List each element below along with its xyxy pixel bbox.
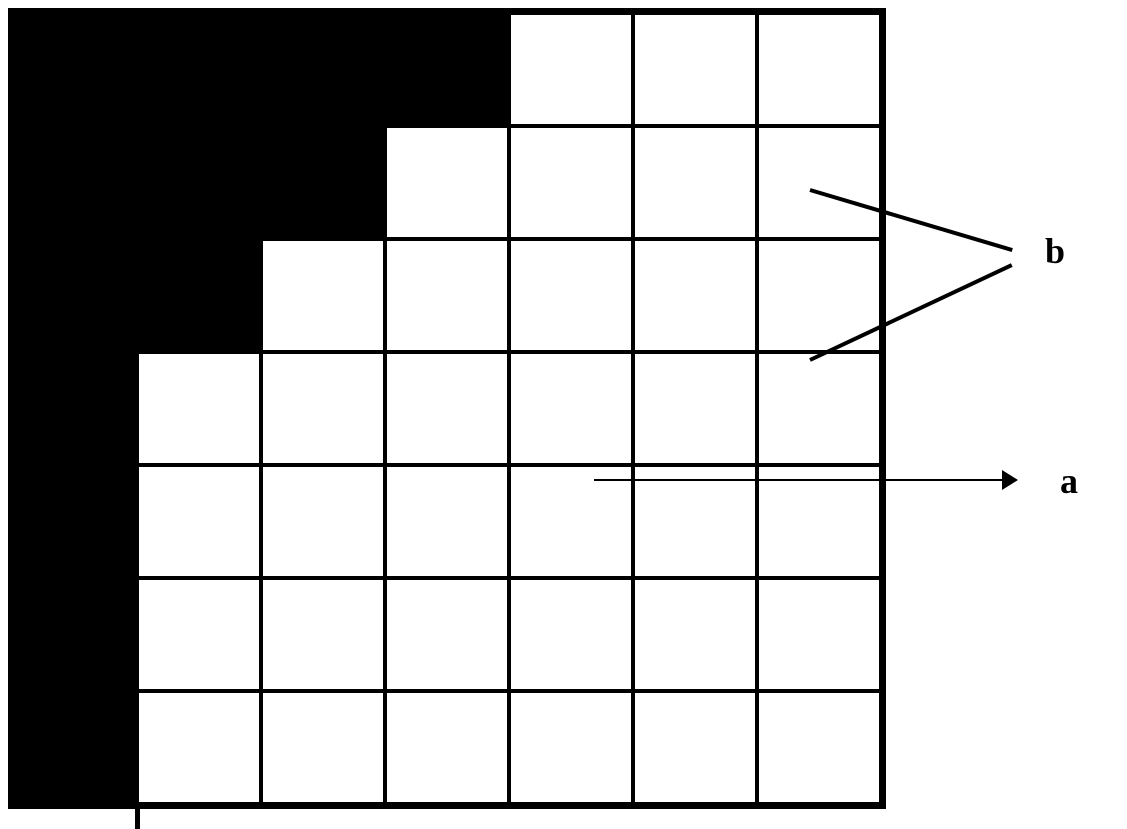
grid-cell-empty [137, 465, 261, 578]
grid-cell-empty [509, 239, 633, 352]
grid-cell-empty [509, 465, 633, 578]
grid-cell-empty [509, 126, 633, 239]
grid-cell-empty [757, 352, 881, 465]
grid-cell-filled [261, 13, 385, 126]
grid-cell-empty [261, 239, 385, 352]
grid-cell-empty [633, 13, 757, 126]
grid-cell-empty [757, 578, 881, 691]
grid-cell-empty [261, 352, 385, 465]
grid-cell-empty [509, 691, 633, 804]
arrow-a-head [1002, 470, 1018, 490]
grid-cell-empty [633, 126, 757, 239]
grid-cell-empty [261, 465, 385, 578]
grid-cell-empty [633, 578, 757, 691]
grid-cell-filled [137, 13, 261, 126]
grid-cell-filled [13, 13, 137, 126]
grid-cell-empty [509, 578, 633, 691]
grid-cell-filled [13, 465, 137, 578]
grid-cell-empty [509, 13, 633, 126]
grid-cell-empty [385, 578, 509, 691]
grid-cell-filled [13, 691, 137, 804]
grid-cell-empty [757, 13, 881, 126]
grid-cell-empty [137, 352, 261, 465]
grid-cell-empty [137, 578, 261, 691]
grid-cell-empty [757, 691, 881, 804]
grid-cell-empty [385, 465, 509, 578]
arrow-a-line [594, 479, 1002, 482]
grid-cell-empty [261, 578, 385, 691]
grid-cell-empty [633, 352, 757, 465]
grid-cell-filled [13, 352, 137, 465]
grid-cell-filled [13, 578, 137, 691]
grid-cell-empty [509, 352, 633, 465]
grid-cell-empty [261, 691, 385, 804]
label-b: b [1045, 230, 1065, 272]
grid-cell-empty [633, 691, 757, 804]
grid-cell-filled [137, 239, 261, 352]
grid-cell-empty [757, 465, 881, 578]
grid-cell-empty [385, 239, 509, 352]
grid-frame [8, 8, 886, 809]
grid-cell-filled [137, 126, 261, 239]
grid-inner [13, 13, 881, 804]
label-a: a [1060, 460, 1078, 502]
grid-cell-empty [137, 691, 261, 804]
grid-cell-empty [385, 126, 509, 239]
grid-cell-empty [385, 352, 509, 465]
grid-cell-empty [633, 239, 757, 352]
grid-cell-filled [385, 13, 509, 126]
diagram-container [8, 8, 886, 809]
grid-cell-empty [633, 465, 757, 578]
grid-cell-filled [13, 239, 137, 352]
grid-cell-empty [757, 126, 881, 239]
grid-cell-filled [261, 126, 385, 239]
bottom-tick [135, 809, 140, 829]
grid-cell-filled [13, 126, 137, 239]
grid-cell-empty [385, 691, 509, 804]
